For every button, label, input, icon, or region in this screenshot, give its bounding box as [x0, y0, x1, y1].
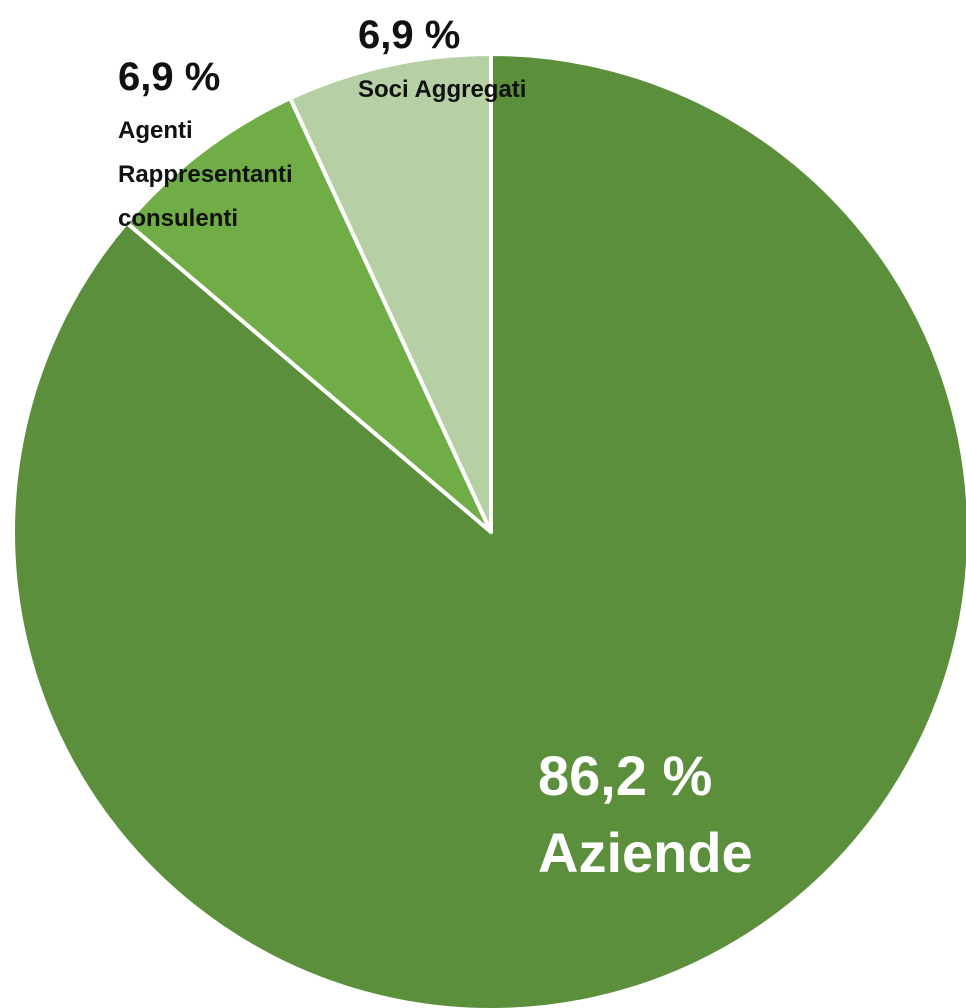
slice-value-label-agenti: 6,9 % — [118, 55, 220, 99]
slice-name-label-agenti-line2: Rappresentanti — [118, 161, 293, 188]
slice-name-label-agenti-line3: consulenti — [118, 205, 238, 232]
pie-labels: 86,2 % Aziende 6,9 % Agenti Rappresentan… — [118, 13, 753, 884]
slice-name-label-agenti-line1: Agenti — [118, 117, 193, 144]
slice-value-label-aziende: 86,2 % — [538, 744, 712, 807]
pie-slices — [11, 52, 966, 1008]
pie-slice-agenti — [124, 96, 493, 534]
slice-name-label-aziende: Aziende — [538, 821, 753, 884]
pie-slice-soci — [288, 52, 493, 534]
slice-value-label-soci: 6,9 % — [358, 13, 460, 57]
slice-name-label-soci: Soci Aggregati — [358, 76, 526, 103]
